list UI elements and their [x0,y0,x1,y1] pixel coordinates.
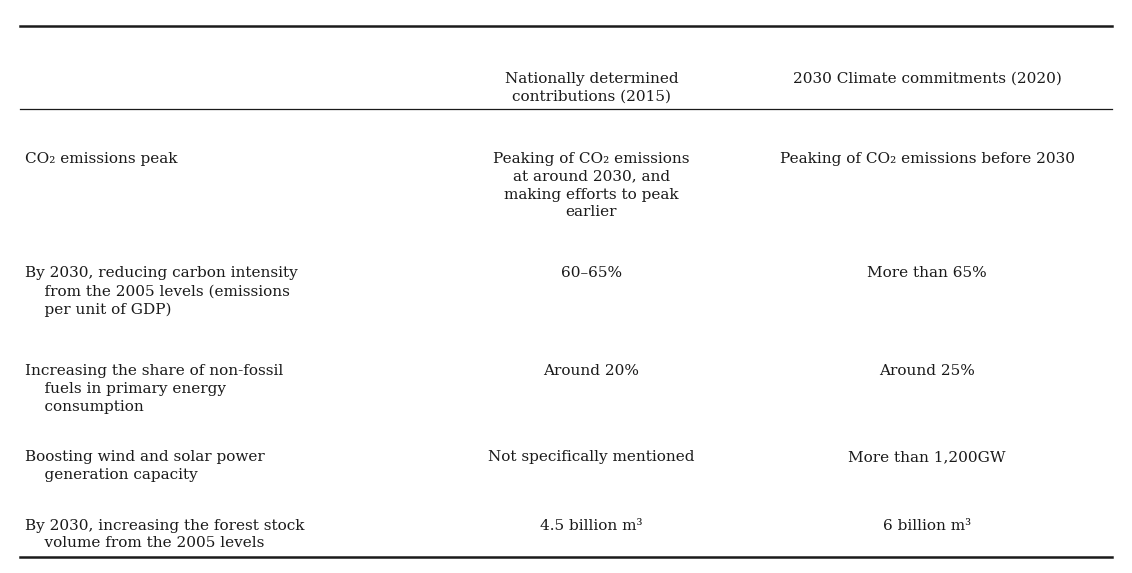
Text: Peaking of CO₂ emissions
at around 2030, and
making efforts to peak
earlier: Peaking of CO₂ emissions at around 2030,… [494,152,689,219]
Text: Boosting wind and solar power
    generation capacity: Boosting wind and solar power generation… [25,450,265,482]
Text: Increasing the share of non-fossil
    fuels in primary energy
    consumption: Increasing the share of non-fossil fuels… [25,364,283,414]
Text: More than 65%: More than 65% [867,266,987,280]
Text: 2030 Climate commitments (2020): 2030 Climate commitments (2020) [792,72,1062,85]
Text: Nationally determined
contributions (2015): Nationally determined contributions (201… [505,72,678,104]
Text: By 2030, reducing carbon intensity
    from the 2005 levels (emissions
    per u: By 2030, reducing carbon intensity from … [25,266,298,317]
Text: By 2030, increasing the forest stock
    volume from the 2005 levels: By 2030, increasing the forest stock vol… [25,519,305,551]
Text: 6 billion m³: 6 billion m³ [883,519,971,532]
Text: CO₂ emissions peak: CO₂ emissions peak [25,152,178,166]
Text: Around 20%: Around 20% [543,364,640,378]
Text: 4.5 billion m³: 4.5 billion m³ [540,519,643,532]
Text: Peaking of CO₂ emissions before 2030: Peaking of CO₂ emissions before 2030 [780,152,1074,166]
Text: Not specifically mentioned: Not specifically mentioned [488,450,695,464]
Text: 60–65%: 60–65% [561,266,621,280]
Text: Around 25%: Around 25% [880,364,975,378]
Text: More than 1,200GW: More than 1,200GW [848,450,1006,464]
